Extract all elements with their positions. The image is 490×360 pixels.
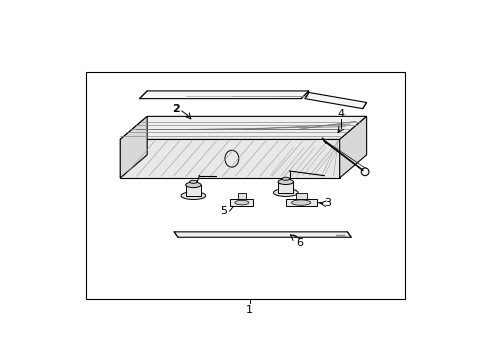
Polygon shape (340, 116, 367, 178)
Ellipse shape (186, 182, 201, 188)
Polygon shape (140, 91, 309, 99)
Text: 3: 3 (325, 198, 332, 208)
Text: 1: 1 (246, 305, 253, 315)
Polygon shape (278, 182, 294, 193)
Polygon shape (230, 199, 253, 206)
Polygon shape (286, 199, 317, 206)
Ellipse shape (282, 177, 290, 180)
Ellipse shape (278, 179, 294, 184)
Polygon shape (238, 193, 245, 199)
Polygon shape (174, 232, 351, 237)
Polygon shape (120, 116, 367, 139)
Bar (86, 72, 405, 299)
Ellipse shape (292, 200, 311, 205)
Text: 4: 4 (338, 109, 345, 119)
Polygon shape (296, 193, 307, 199)
Ellipse shape (190, 180, 197, 183)
Polygon shape (186, 185, 201, 195)
Polygon shape (120, 139, 340, 178)
Text: 5: 5 (220, 206, 228, 216)
Text: 2: 2 (172, 104, 180, 114)
Polygon shape (120, 116, 147, 178)
Ellipse shape (235, 200, 249, 205)
Ellipse shape (273, 189, 298, 197)
Ellipse shape (181, 192, 206, 199)
Text: 6: 6 (296, 238, 303, 248)
Polygon shape (305, 93, 367, 109)
